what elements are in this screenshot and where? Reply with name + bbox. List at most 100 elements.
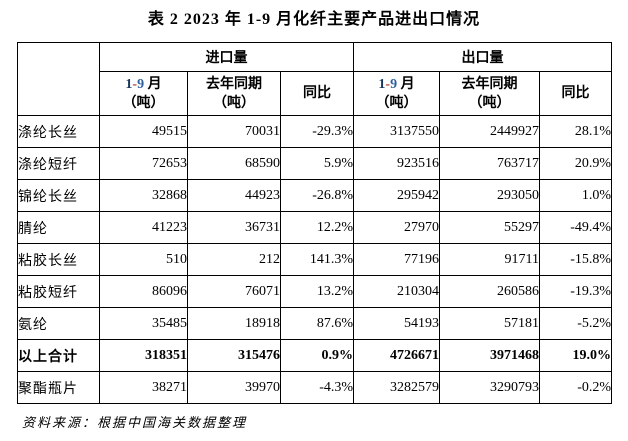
product-name-cell: 锦纶长丝: [17, 179, 100, 212]
import-current-cell: 41223: [99, 211, 188, 244]
export-yoy-cell: 1.0%: [539, 179, 613, 212]
period-dash: -: [132, 76, 138, 92]
import-yoy-cell: 0.9%: [279, 339, 355, 372]
export-lastyear-cell: 57181: [439, 307, 541, 340]
group-header-row: 进口量 出口量: [17, 42, 613, 116]
export-yoy-cell: -0.2%: [539, 371, 613, 404]
export-yoy-cell: -19.3%: [539, 275, 613, 308]
table-row: 粘胶长丝 510 212 141.3% 77196 91711 -15.8%: [17, 243, 613, 276]
import-lastyear-cell: 68590: [187, 147, 281, 180]
export-lastyear-cell: 3290793: [439, 371, 541, 404]
lastyear-unit-label: （吨）: [468, 95, 511, 111]
product-name-cell: 涤纶短纤: [17, 147, 100, 180]
import-current-cell: 86096: [99, 275, 188, 308]
table-row-total: 以上合计 318351 315476 0.9% 4726671 3971468 …: [17, 339, 613, 372]
product-name-cell: 涤纶长丝: [17, 115, 100, 148]
export-current-cell: 27970: [353, 211, 441, 244]
import-yoy-cell: 12.2%: [279, 211, 355, 244]
table-row: 涤纶长丝 49515 70031 -29.3% 3137550 2449927 …: [17, 115, 613, 148]
period-unit-label: （吨）: [122, 95, 165, 111]
export-yoy-cell: 28.1%: [539, 115, 613, 148]
import-lastyear-cell: 39970: [187, 371, 281, 404]
export-yoy-cell: -49.4%: [539, 211, 613, 244]
import-lastyear-cell: 36731: [187, 211, 281, 244]
period-month-label: 月: [397, 76, 415, 92]
import-current-cell: 318351: [99, 339, 188, 372]
table-row: 粘胶短纤 86096 76071 13.2% 210304 260586 -19…: [17, 275, 613, 308]
product-name-cell: 聚酯瓶片: [17, 371, 100, 404]
export-current-cell: 923516: [353, 147, 441, 180]
import-yoy-header: 同比: [279, 71, 355, 116]
export-yoy-header: 同比: [539, 71, 613, 116]
sub-header-row: 1-9 月 （吨） 去年同期 （吨） 同比 1-9 月 （吨） 去年同期 （吨）…: [18, 71, 613, 116]
export-lastyear-cell: 293050: [439, 179, 541, 212]
period-digit-nine: 9: [137, 76, 145, 92]
import-lastyear-cell: 44923: [187, 179, 281, 212]
export-yoy-cell: 19.0%: [539, 339, 613, 372]
table-row: 氨纶 35485 18918 87.6% 54193 57181 -5.2%: [17, 307, 613, 340]
export-lastyear-cell: 763717: [439, 147, 541, 180]
import-current-cell: 510: [99, 243, 188, 276]
product-name-cell: 粘胶长丝: [17, 243, 100, 276]
import-yoy-cell: 87.6%: [279, 307, 355, 340]
export-current-cell: 295942: [353, 179, 441, 212]
import-export-table: 进口量 出口量 1-9 月 （吨） 去年同期 （吨） 同比 1-9 月 （吨） …: [17, 42, 613, 404]
import-yoy-cell: 5.9%: [279, 147, 355, 180]
import-current-cell: 35485: [99, 307, 188, 340]
import-current-cell: 49515: [99, 115, 188, 148]
export-current-cell: 3137550: [353, 115, 441, 148]
import-yoy-cell: -26.8%: [279, 179, 355, 212]
table-row: 涤纶短纤 72653 68590 5.9% 923516 763717 20.9…: [17, 147, 613, 180]
import-group-header: 进口量: [98, 42, 355, 72]
export-lastyear-cell: 55297: [439, 211, 541, 244]
export-lastyear-cell: 91711: [439, 243, 541, 276]
import-lastyear-cell: 70031: [187, 115, 281, 148]
page-title: 表 2 2023 年 1-9 月化纤主要产品进出口情况: [147, 11, 481, 28]
import-yoy-cell: 141.3%: [279, 243, 355, 276]
table-row: 腈纶 41223 36731 12.2% 27970 55297 -49.4%: [17, 211, 613, 244]
export-yoy-cell: -15.8%: [539, 243, 613, 276]
import-lastyear-cell: 18918: [187, 307, 281, 340]
period-digit-one: 1: [378, 76, 386, 92]
import-lastyear-cell: 76071: [187, 275, 281, 308]
import-current-cell: 38271: [99, 371, 188, 404]
import-yoy-cell: -4.3%: [279, 371, 355, 404]
import-lastyear-cell: 212: [187, 243, 281, 276]
period-unit-label: （吨）: [375, 95, 418, 111]
import-current-cell: 72653: [99, 147, 188, 180]
table-row: 锦纶长丝 32868 44923 -26.8% 295942 293050 1.…: [17, 179, 613, 212]
period-digit-one: 1: [125, 76, 133, 92]
export-lastyear-cell: 260586: [439, 275, 541, 308]
export-current-cell: 77196: [353, 243, 441, 276]
import-yoy-cell: 13.2%: [279, 275, 355, 308]
import-current-cell: 32868: [99, 179, 188, 212]
export-current-cell: 54193: [353, 307, 441, 340]
export-lastyear-cell: 2449927: [439, 115, 541, 148]
import-lastyear-cell: 315476: [187, 339, 281, 372]
export-yoy-cell: -5.2%: [539, 307, 613, 340]
import-period-header: 1-9 月 （吨）: [99, 71, 188, 116]
lastyear-label: 去年同期: [461, 76, 518, 92]
lastyear-label: 去年同期: [206, 76, 262, 92]
data-source-note: 资料来源：根据中国海关数据整理: [22, 415, 248, 430]
lastyear-unit-label: （吨）: [213, 95, 255, 111]
import-yoy-cell: -29.3%: [279, 115, 355, 148]
period-dash: -: [385, 76, 391, 92]
product-name-cell: 腈纶: [17, 211, 100, 244]
import-lastyear-header: 去年同期 （吨）: [187, 71, 281, 116]
export-lastyear-header: 去年同期 （吨）: [439, 71, 541, 116]
period-month-label: 月: [144, 76, 162, 92]
product-name-cell: 粘胶短纤: [17, 275, 100, 308]
export-yoy-cell: 20.9%: [539, 147, 613, 180]
export-period-header: 1-9 月 （吨）: [353, 71, 441, 116]
export-current-cell: 4726671: [353, 339, 441, 372]
export-group-header: 出口量: [353, 42, 613, 72]
product-name-cell: 氨纶: [17, 307, 100, 340]
table-row: 聚酯瓶片 38271 39970 -4.3% 3282579 3290793 -…: [17, 371, 613, 404]
product-name-cell: 以上合计: [17, 339, 100, 372]
export-current-cell: 3282579: [353, 371, 441, 404]
export-lastyear-cell: 3971468: [439, 339, 541, 372]
period-digit-nine: 9: [390, 76, 398, 92]
export-current-cell: 210304: [353, 275, 441, 308]
product-column-corner-cell: [17, 42, 100, 116]
